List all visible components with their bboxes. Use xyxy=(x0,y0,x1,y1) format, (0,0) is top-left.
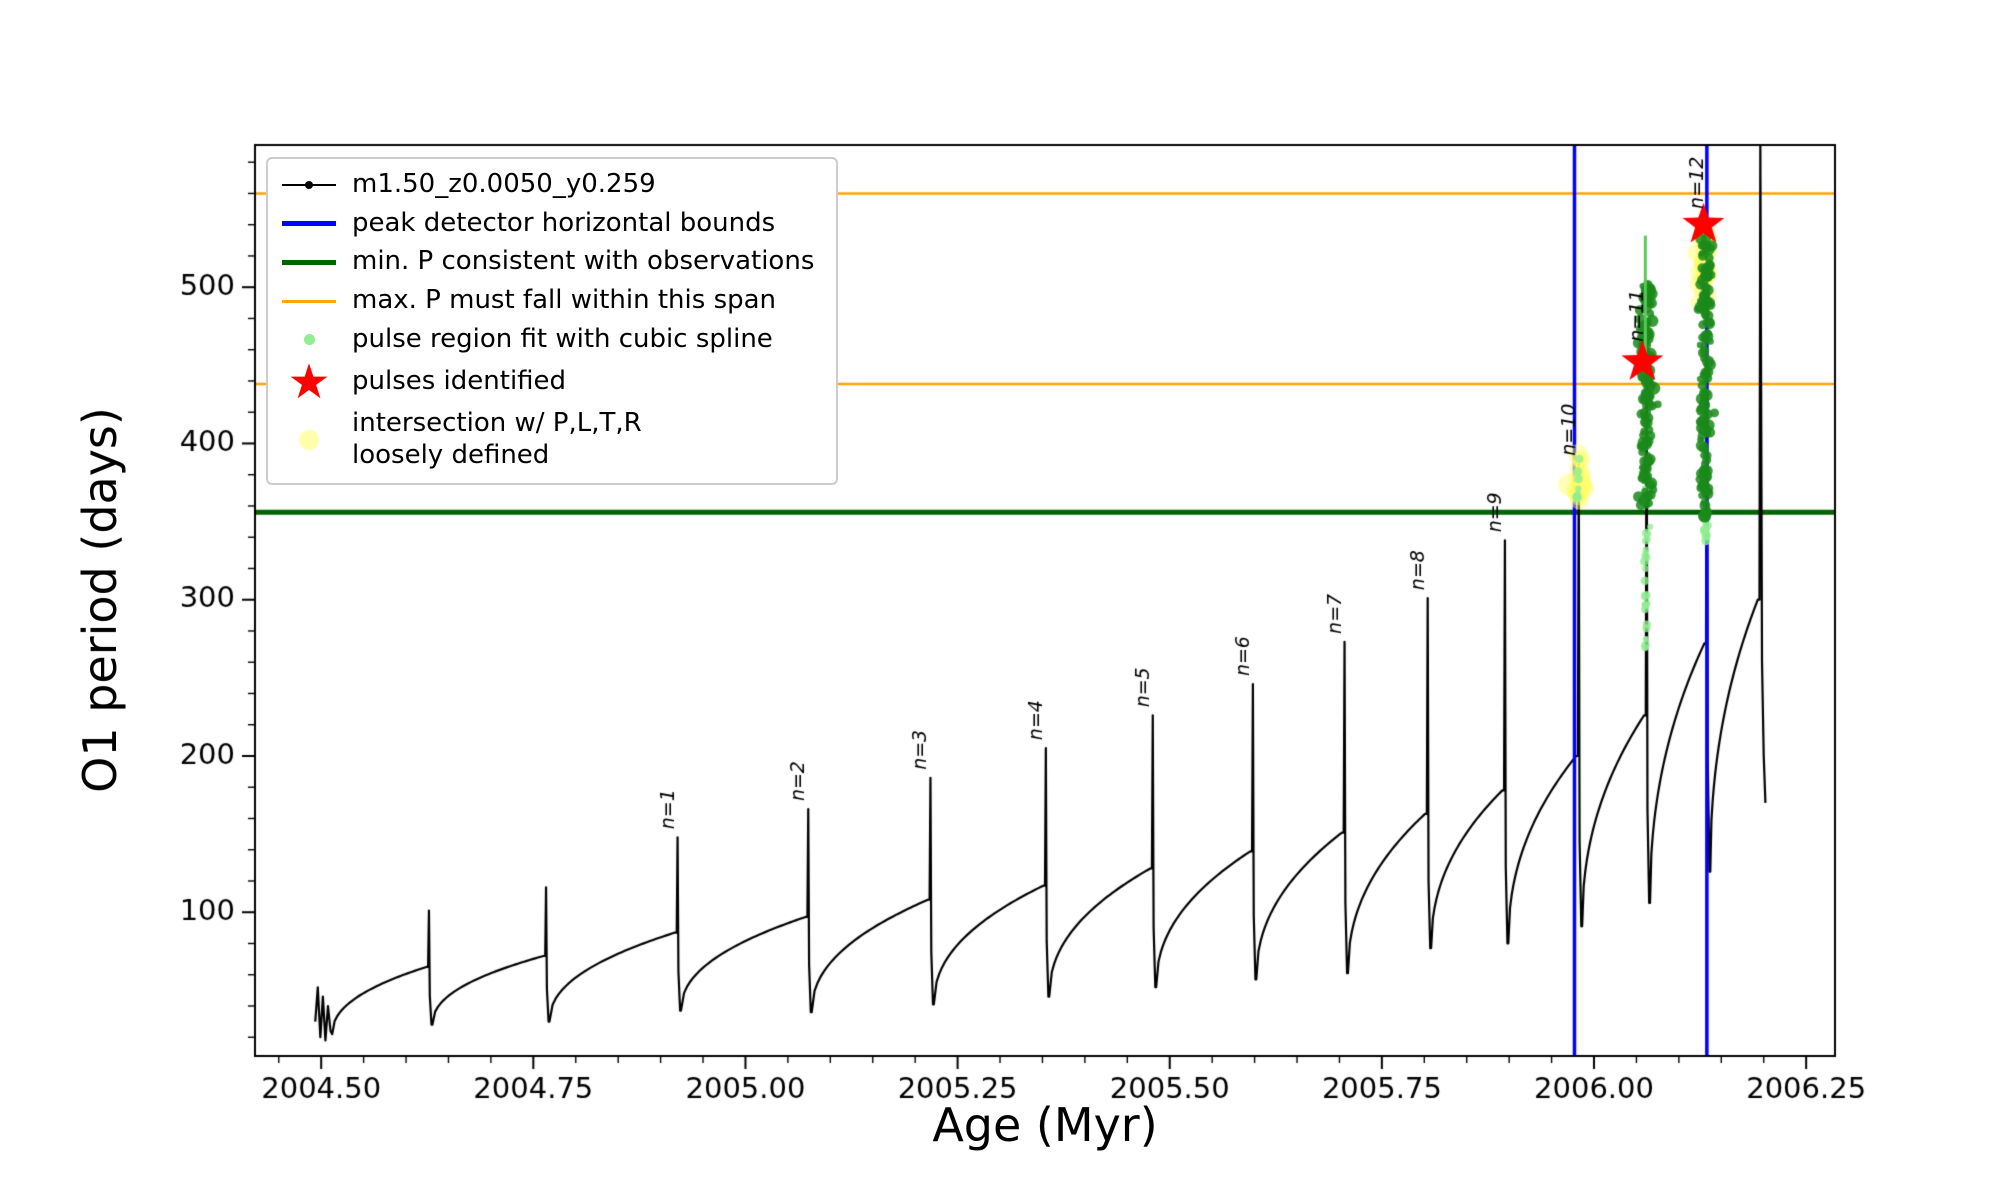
legend-marker-star-icon: ★ xyxy=(287,353,331,410)
legend-marker-orange-line-icon xyxy=(280,299,338,303)
y-axis-label: O1 period (days) xyxy=(73,407,127,793)
legend: m1.50_z0.0050_y0.259 peak detector horiz… xyxy=(266,157,839,486)
legend-marker-series-line-icon xyxy=(280,180,338,189)
legend-entry-min-p: min. P consistent with observations xyxy=(280,246,814,278)
legend-entry-series: m1.50_z0.0050_y0.259 xyxy=(280,169,814,201)
x-axis-label: Age (Myr) xyxy=(932,1098,1158,1152)
legend-entry-max-p: max. P must fall within this span xyxy=(280,285,814,317)
legend-entry-label: max. P must fall within this span xyxy=(352,285,777,316)
legend-marker-yellow-dot-icon xyxy=(280,429,338,450)
legend-entry-peak-bounds: peak detector horizontal bounds xyxy=(280,208,814,240)
legend-marker-blue-line-icon xyxy=(280,221,338,227)
legend-marker-green-dot-icon xyxy=(280,334,338,346)
legend-entry-label: peak detector horizontal bounds xyxy=(352,207,776,238)
legend-entry-label: intersection w/ P,L,T,R loosely defined xyxy=(352,407,642,470)
legend-entry-label: min. P consistent with observations xyxy=(352,246,815,277)
legend-entry-label: m1.50_z0.0050_y0.259 xyxy=(352,169,656,199)
legend-entry-pulses: ★ pulses identified xyxy=(280,353,814,410)
legend-marker-green-line-icon xyxy=(280,259,338,265)
legend-entry-label: pulse region fit with cubic spline xyxy=(352,323,773,354)
legend-entry-pulse-region: pulse region fit with cubic spline xyxy=(280,324,814,356)
legend-entry-label: pulses identified xyxy=(352,365,567,396)
legend-entry-intersection: intersection w/ P,L,T,R loosely defined xyxy=(280,408,814,471)
